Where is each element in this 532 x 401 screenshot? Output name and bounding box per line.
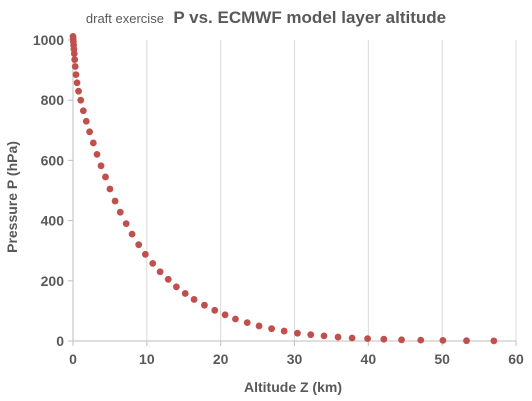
gridlines	[146, 40, 517, 341]
y-tick-label: 0	[56, 333, 64, 349]
data-point	[255, 322, 263, 330]
data-point	[243, 319, 251, 327]
data-point	[128, 230, 136, 238]
data-point	[280, 327, 288, 335]
data-point	[93, 150, 101, 158]
data-point	[122, 220, 130, 228]
data-point	[111, 197, 119, 205]
x-axis-title: Altitude Z (km)	[244, 379, 342, 395]
x-tick-label: 20	[213, 351, 229, 367]
data-point	[106, 185, 114, 193]
x-tick-label: 40	[361, 351, 377, 367]
data-point	[307, 331, 315, 339]
data-point	[149, 259, 157, 267]
data-point	[82, 117, 90, 125]
data-point	[294, 329, 301, 337]
data-point	[181, 290, 189, 297]
data-point	[364, 335, 371, 342]
y-tick-label: 1000	[33, 32, 64, 48]
data-point	[102, 173, 109, 181]
data-point	[268, 325, 276, 333]
data-point	[73, 79, 81, 87]
data-point	[232, 315, 239, 323]
axes	[68, 39, 517, 346]
data-point	[79, 107, 87, 115]
data-point	[211, 306, 219, 314]
data-point	[164, 275, 172, 283]
data-point	[77, 96, 85, 104]
x-tick-label: 50	[434, 351, 450, 367]
chart-title-main: P vs. ECMWF model layer altitude	[173, 8, 446, 27]
data-point	[141, 250, 149, 258]
data-point	[334, 333, 342, 341]
y-tick-label: 200	[41, 273, 65, 289]
data-point	[172, 283, 180, 291]
data-point	[156, 268, 164, 276]
data-point	[348, 334, 356, 342]
data-point	[320, 332, 328, 340]
x-tick-label: 10	[139, 351, 155, 367]
data-point	[71, 63, 79, 70]
data-point	[89, 139, 97, 147]
data-points	[69, 32, 498, 345]
chart-title: draft exercise P vs. ECMWF model layer a…	[86, 8, 446, 27]
data-point	[72, 71, 80, 79]
data-point	[71, 56, 79, 63]
data-point	[398, 336, 405, 344]
x-tick-label: 0	[69, 351, 77, 367]
data-point	[86, 128, 94, 136]
chart-title-prefix: draft exercise	[86, 11, 164, 26]
x-tick-label: 60	[508, 351, 524, 367]
data-point	[116, 208, 124, 216]
y-tick-label: 600	[41, 152, 65, 168]
data-point	[135, 241, 143, 249]
data-point	[75, 87, 82, 95]
y-axis-title: Pressure P (hPa)	[4, 141, 20, 253]
data-point	[463, 337, 470, 345]
y-tick-label: 800	[41, 92, 65, 108]
data-point	[380, 335, 388, 343]
data-point	[201, 301, 208, 309]
x-tick-label: 30	[287, 351, 303, 367]
data-point	[439, 336, 447, 344]
data-point	[221, 311, 229, 319]
data-point	[190, 296, 198, 303]
data-point	[70, 50, 78, 57]
y-tick-label: 400	[41, 213, 65, 229]
data-point	[417, 336, 425, 344]
data-point	[490, 337, 498, 345]
data-point	[97, 162, 105, 170]
